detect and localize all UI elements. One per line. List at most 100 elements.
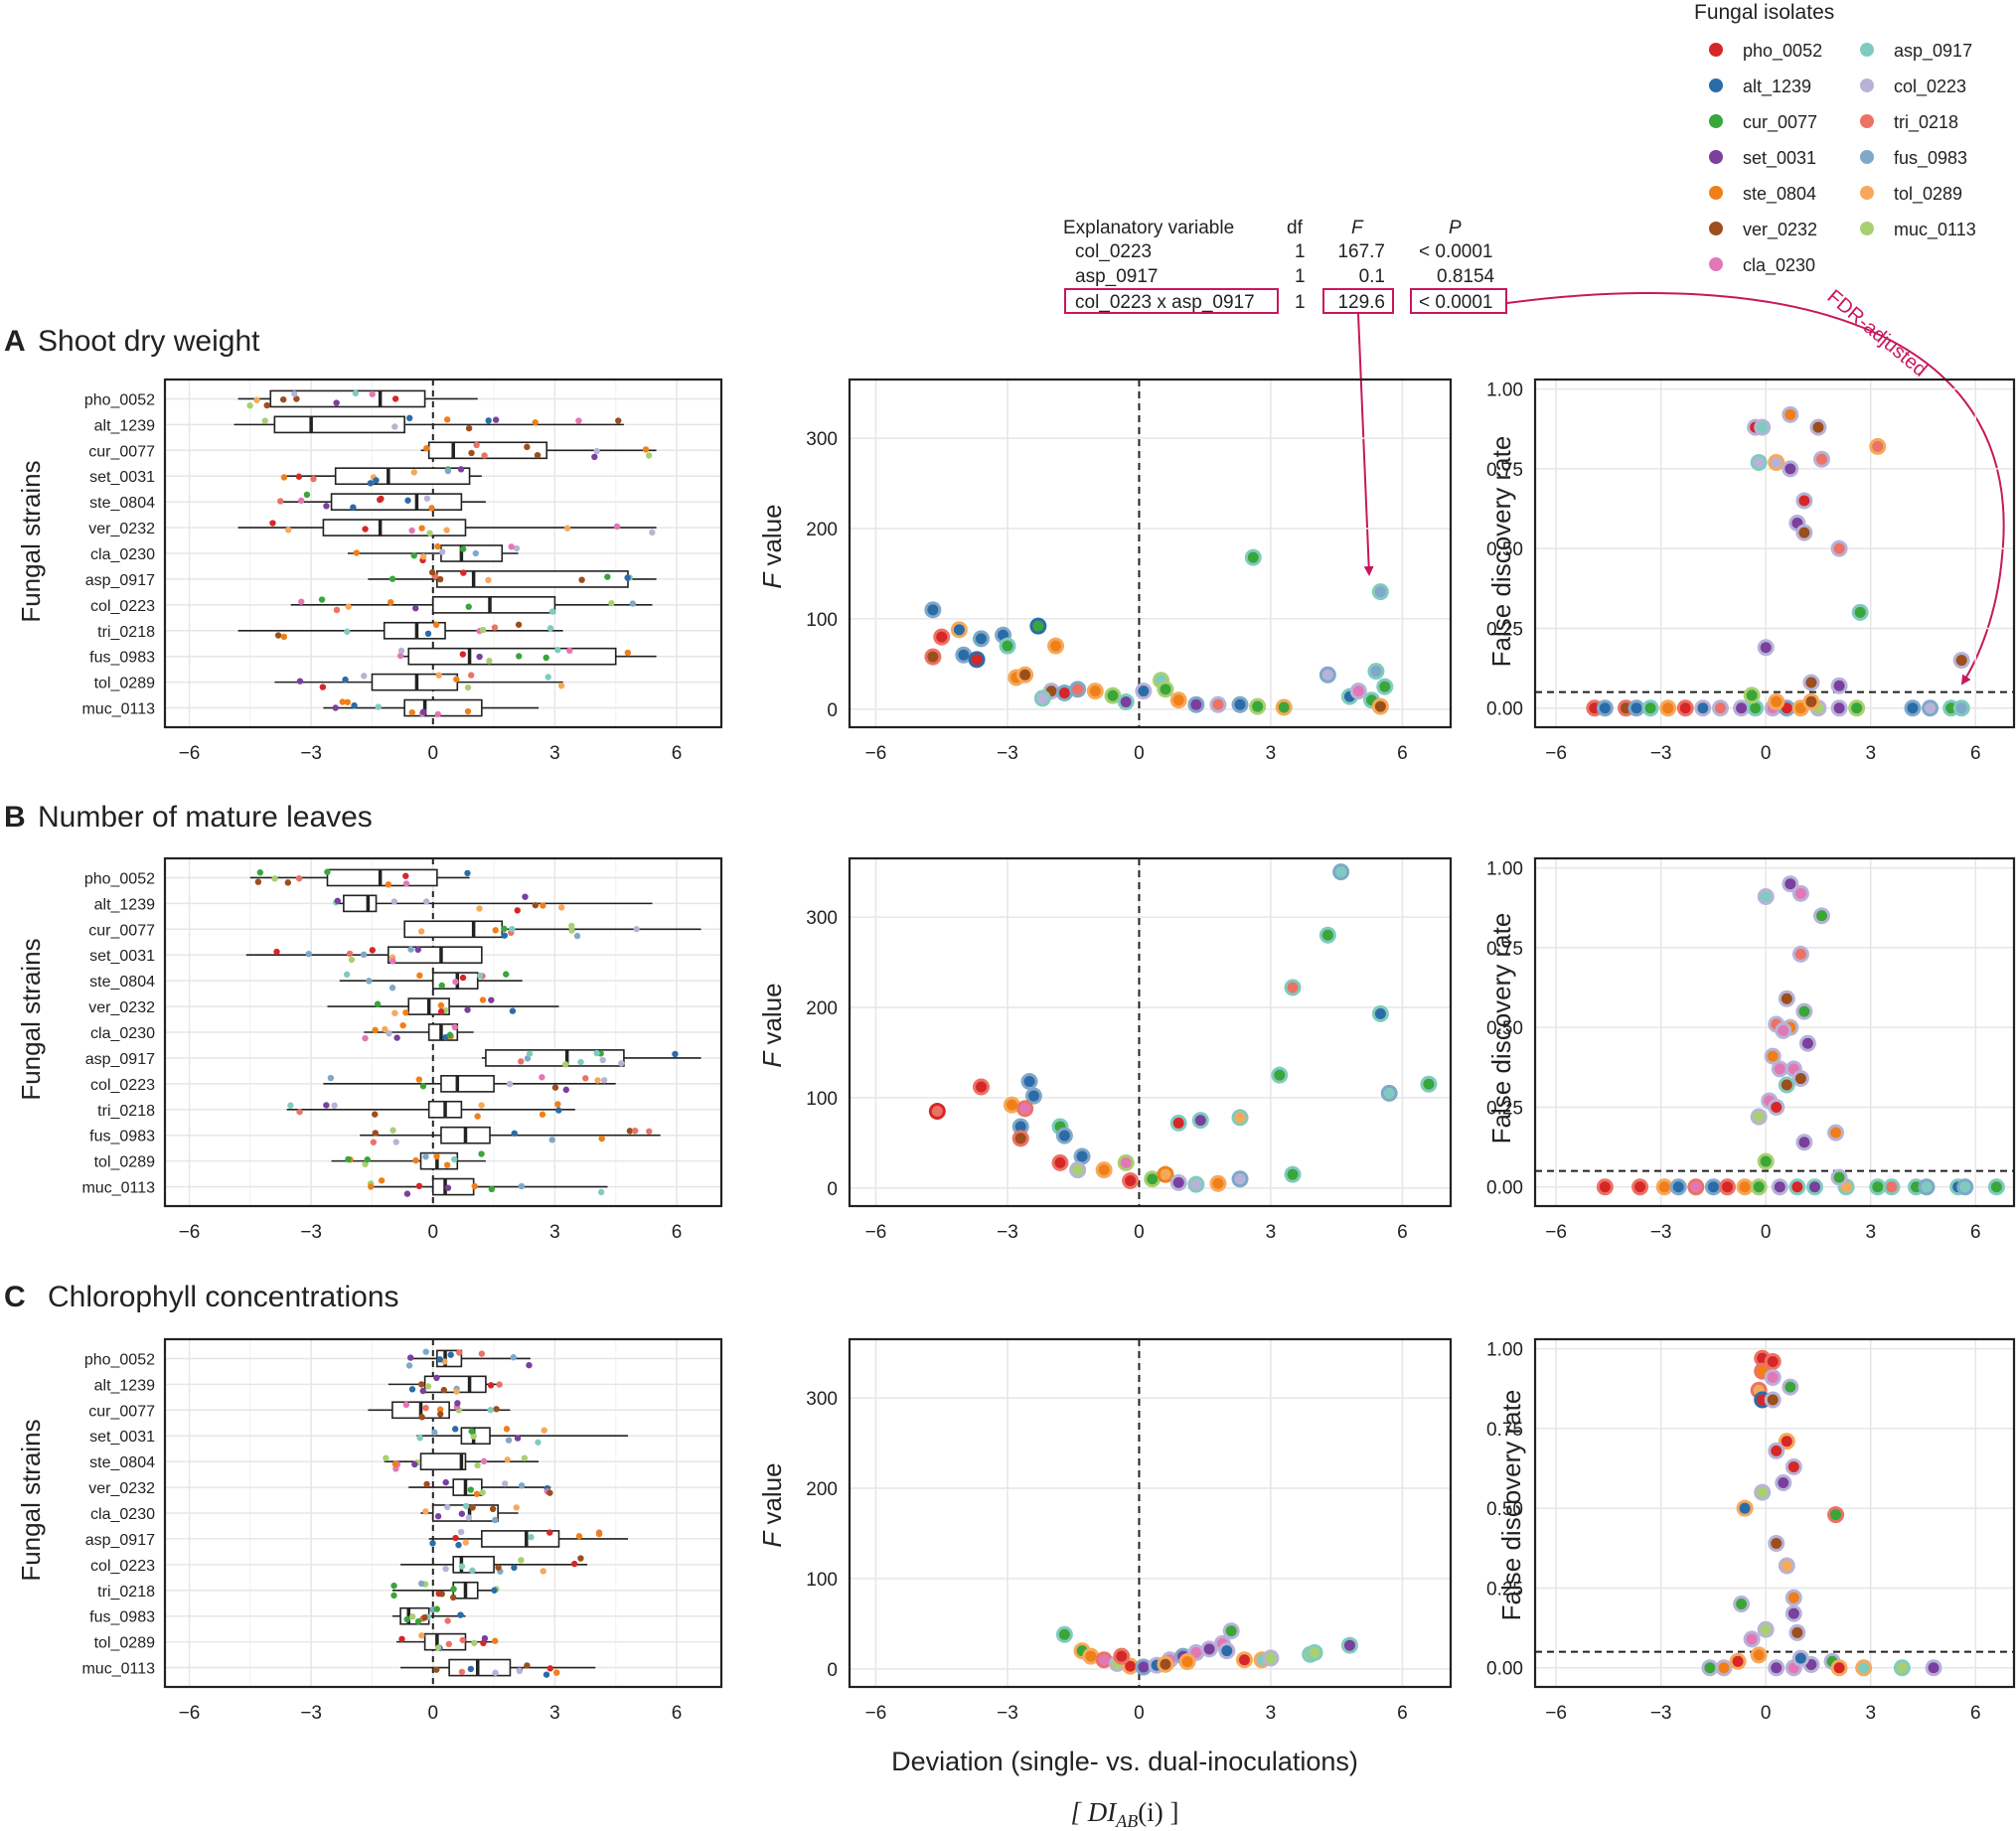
point-ver_0232-x-tol_0289: [1160, 1658, 1171, 1670]
jitter-point: [672, 1050, 679, 1058]
y-title-fdr-a: False discovery rate: [1486, 436, 1516, 668]
jitter-point: [539, 1111, 546, 1118]
jitter-point: [505, 1437, 513, 1444]
jitter-point: [279, 395, 287, 403]
category-label-asp_0917: asp_0917: [85, 1051, 155, 1068]
x-tick-label: −6: [865, 743, 887, 764]
y-tick-label: 100: [806, 1570, 838, 1591]
point-ste_0804-x-tol_0289: [1794, 702, 1806, 714]
fdr-adjusted-label: FDR-adjusted: [1823, 286, 1932, 381]
point-pho_0052-x-col_0223: [1798, 495, 1810, 507]
point-ver_0232-x-tol_0289: [1019, 669, 1031, 681]
jitter-point: [546, 1529, 553, 1536]
jitter-point: [487, 1407, 494, 1414]
jitter-point: [390, 1582, 397, 1590]
point-pho_0052-x-fus_0983: [1781, 702, 1792, 714]
x-tick-label: −6: [865, 1222, 887, 1243]
point-pho_0052-x-tol_0289: [1125, 1660, 1137, 1672]
jitter-point: [331, 1102, 338, 1109]
jitter-point: [364, 1155, 371, 1163]
jitter-point: [431, 1429, 438, 1437]
category-label-cla_0230: cla_0230: [90, 1506, 155, 1523]
jitter-point: [568, 927, 575, 934]
jitter-point: [333, 399, 340, 406]
jitter-point: [333, 606, 341, 614]
point-muc_0113-x-col_0223: [1757, 1486, 1769, 1498]
jitter-point: [253, 396, 260, 403]
point-tri_0218-x-pho_0052: [931, 1106, 943, 1118]
jitter-point: [465, 1514, 473, 1521]
point-cur_0077-x-asp_0917: [1247, 551, 1259, 563]
y-tick-label: 300: [806, 1389, 838, 1410]
jitter-point: [577, 1058, 584, 1066]
point-pho_0052-x-tri_0218: [936, 631, 948, 643]
x-tick-label: −6: [179, 743, 201, 764]
jitter-point: [417, 928, 425, 935]
plot-frame: [848, 856, 1453, 1208]
jitter-point: [471, 1182, 478, 1190]
point-set_0031-x-col_0223: [1778, 1476, 1789, 1488]
jitter-point: [410, 469, 417, 476]
box-ste_0804: [419, 1452, 467, 1470]
y-tick-label: 0.00: [1486, 1178, 1523, 1199]
jitter-point: [387, 599, 394, 606]
point-asp_0917-x-fus_0983: [1335, 866, 1347, 878]
x-tick-label: 6: [1970, 1222, 1981, 1243]
jitter-point: [513, 544, 521, 552]
y-tick-label: 0.75: [1486, 460, 1523, 481]
x-tick-label: 0: [427, 743, 438, 764]
x-tick-label: 0: [1134, 743, 1145, 764]
point-cur_0077-x-muc_0113: [1147, 1173, 1159, 1185]
box-alt_1239: [273, 415, 405, 434]
box-tol_0289: [371, 673, 459, 691]
table-row-2-p: 0.8154: [1437, 266, 1495, 287]
x-tick-label: −6: [1545, 743, 1567, 764]
jitter-point: [649, 529, 656, 536]
point-cur_0077-x-col_0223: [1815, 910, 1827, 922]
jitter-point: [479, 626, 487, 634]
point-cur_0077-x-asp_0917: [1287, 1168, 1299, 1180]
jitter-point: [418, 525, 425, 532]
highlight-box-variable: [1064, 288, 1279, 314]
point-ste_0804-x-col_0223: [1767, 1050, 1779, 1062]
point-cur_0077-x-col_0223: [1225, 1625, 1237, 1637]
jitter-point: [491, 1587, 498, 1594]
jitter-point: [608, 599, 615, 607]
jitter-point: [323, 1102, 330, 1109]
jitter-point: [433, 1605, 440, 1612]
jitter-point: [452, 978, 459, 986]
jitter-point: [535, 1439, 542, 1446]
jitter-point: [415, 1076, 423, 1083]
arrow-fdr-adjusted: [1506, 291, 2005, 686]
point-alt_1239-x-tol_0289: [953, 624, 965, 636]
panel-title-b: Number of mature leaves: [38, 801, 373, 834]
point-alt_1239-x-fus_0983: [1707, 1181, 1719, 1193]
jitter-point: [593, 447, 600, 455]
point-cur_0077-x-tol_0289: [1278, 701, 1290, 713]
x-tick-label: 6: [1397, 743, 1408, 764]
box-set_0031: [388, 946, 483, 965]
jitter-point: [392, 1139, 399, 1145]
y-tick-label: 0.00: [1486, 1659, 1523, 1680]
plot-frame: [163, 378, 723, 729]
point-cur_0077-x-asp_0917: [1854, 606, 1866, 618]
jitter-point: [555, 1107, 562, 1114]
category-label-fus_0983: fus_0983: [89, 1609, 155, 1626]
box-asp_0917: [481, 1530, 560, 1548]
jitter-point: [372, 1111, 379, 1118]
jitter-point: [414, 1617, 422, 1625]
jitter-point: [417, 1580, 425, 1588]
point-tri_0218-x-col_0223: [1815, 453, 1827, 465]
arrow-f-value: [1357, 313, 1374, 576]
jitter-point: [407, 946, 414, 953]
jitter-point: [526, 1361, 533, 1369]
y-tick-label: 200: [806, 998, 838, 1019]
point-fus_0983-x-asp_0917: [1374, 586, 1386, 598]
x-tick-label: −3: [997, 1703, 1018, 1724]
jitter-point: [563, 525, 571, 532]
x-tick-label: 3: [549, 1222, 560, 1243]
jitter-point: [447, 1351, 454, 1358]
jitter-point: [285, 527, 292, 534]
point-cla_0230-x-col_0223: [1746, 1633, 1758, 1645]
jitter-point: [514, 907, 521, 914]
